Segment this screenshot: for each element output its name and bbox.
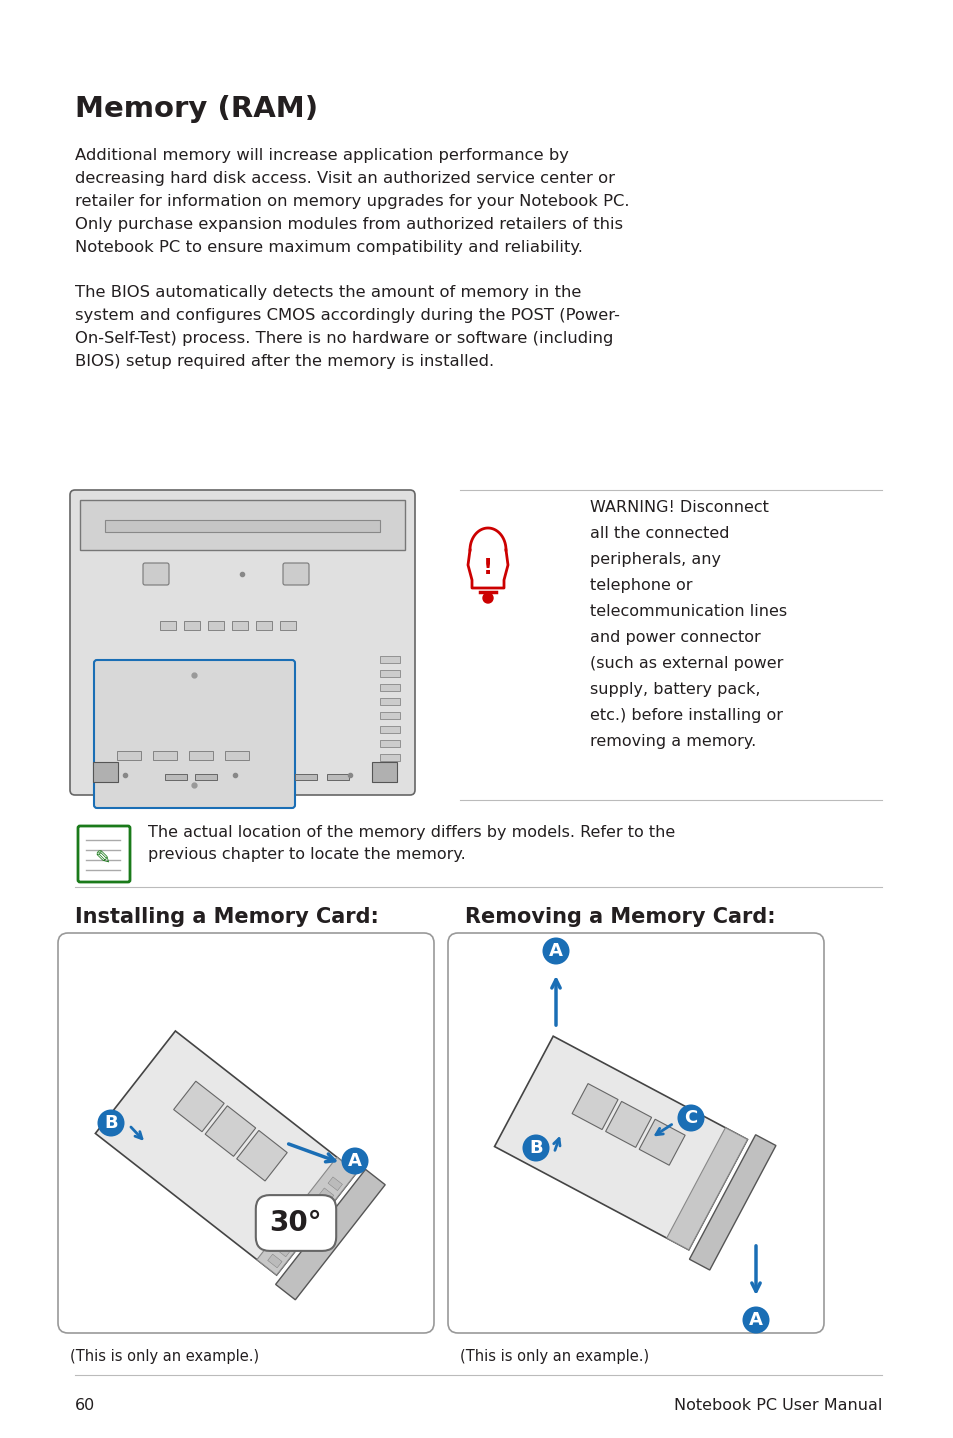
Text: supply, battery pack,: supply, battery pack, <box>589 682 760 697</box>
Bar <box>379 656 399 663</box>
Polygon shape <box>256 1158 356 1276</box>
Bar <box>105 521 379 532</box>
Polygon shape <box>572 1084 618 1130</box>
FancyBboxPatch shape <box>448 933 823 1333</box>
Text: Notebook PC to ensure maximum compatibility and reliability.: Notebook PC to ensure maximum compatibil… <box>75 240 582 255</box>
Text: The actual location of the memory differs by models. Refer to the: The actual location of the memory differ… <box>148 825 675 840</box>
Polygon shape <box>173 1081 224 1132</box>
Text: On-Self-Test) process. There is no hardware or software (including: On-Self-Test) process. There is no hardw… <box>75 331 613 347</box>
Bar <box>294 774 316 779</box>
Text: C: C <box>683 1109 697 1127</box>
Text: removing a memory.: removing a memory. <box>589 733 756 749</box>
Text: 60: 60 <box>75 1398 95 1414</box>
Bar <box>280 621 295 630</box>
Text: etc.) before installing or: etc.) before installing or <box>589 707 782 723</box>
Text: ✎: ✎ <box>93 850 111 869</box>
Text: retailer for information on memory upgrades for your Notebook PC.: retailer for information on memory upgra… <box>75 194 629 209</box>
Bar <box>379 741 399 746</box>
Text: (such as external power: (such as external power <box>589 656 782 672</box>
Bar <box>184 621 200 630</box>
Bar <box>189 751 213 761</box>
Bar <box>372 762 396 782</box>
Bar <box>160 621 175 630</box>
Text: A: A <box>348 1152 361 1171</box>
Text: !: ! <box>482 558 493 578</box>
FancyBboxPatch shape <box>94 660 294 808</box>
Bar <box>379 754 399 761</box>
Text: Removing a Memory Card:: Removing a Memory Card: <box>464 907 775 928</box>
Polygon shape <box>302 1209 316 1224</box>
FancyBboxPatch shape <box>58 933 434 1333</box>
Polygon shape <box>328 1176 342 1191</box>
Bar <box>255 621 272 630</box>
Polygon shape <box>689 1135 775 1270</box>
Polygon shape <box>276 1242 291 1257</box>
FancyBboxPatch shape <box>70 490 415 795</box>
Text: all the connected: all the connected <box>589 526 729 541</box>
Bar <box>379 697 399 705</box>
Polygon shape <box>268 1254 282 1268</box>
Text: telephone or: telephone or <box>589 578 692 592</box>
Bar <box>92 762 118 782</box>
Polygon shape <box>236 1130 287 1181</box>
Polygon shape <box>285 1232 299 1245</box>
Text: system and configures CMOS accordingly during the POST (Power-: system and configures CMOS accordingly d… <box>75 308 619 324</box>
Text: The BIOS automatically detects the amount of memory in the: The BIOS automatically detects the amoun… <box>75 285 580 301</box>
Bar <box>327 774 349 779</box>
Polygon shape <box>275 1169 385 1300</box>
Text: 30°: 30° <box>270 1209 322 1237</box>
Text: B: B <box>104 1114 117 1132</box>
Polygon shape <box>319 1188 334 1202</box>
Bar <box>117 751 141 761</box>
Polygon shape <box>294 1221 308 1235</box>
Text: Additional memory will increase application performance by: Additional memory will increase applicat… <box>75 148 568 162</box>
Polygon shape <box>639 1119 684 1165</box>
FancyBboxPatch shape <box>78 825 130 881</box>
Polygon shape <box>95 1031 356 1276</box>
Text: Notebook PC User Manual: Notebook PC User Manual <box>673 1398 882 1414</box>
Polygon shape <box>311 1199 325 1212</box>
Bar <box>379 726 399 733</box>
Circle shape <box>482 592 493 603</box>
Text: A: A <box>549 942 562 961</box>
Text: peripherals, any: peripherals, any <box>589 552 720 567</box>
Bar <box>225 751 249 761</box>
Bar <box>232 621 248 630</box>
Polygon shape <box>205 1106 255 1156</box>
Polygon shape <box>666 1127 747 1250</box>
Bar <box>208 621 224 630</box>
Text: (This is only an example.): (This is only an example.) <box>70 1349 259 1365</box>
Text: Only purchase expansion modules from authorized retailers of this: Only purchase expansion modules from aut… <box>75 217 622 232</box>
FancyBboxPatch shape <box>143 564 169 585</box>
Bar <box>152 751 177 761</box>
Text: Installing a Memory Card:: Installing a Memory Card: <box>75 907 378 928</box>
Polygon shape <box>494 1037 747 1250</box>
Text: telecommunication lines: telecommunication lines <box>589 604 786 618</box>
Text: BIOS) setup required after the memory is installed.: BIOS) setup required after the memory is… <box>75 354 494 370</box>
FancyBboxPatch shape <box>283 564 309 585</box>
Text: and power connector: and power connector <box>589 630 760 646</box>
Bar <box>379 684 399 692</box>
Text: Memory (RAM): Memory (RAM) <box>75 95 317 124</box>
Text: WARNING! Disconnect: WARNING! Disconnect <box>589 500 768 515</box>
Text: previous chapter to locate the memory.: previous chapter to locate the memory. <box>148 847 465 861</box>
Polygon shape <box>605 1102 651 1148</box>
Text: (This is only an example.): (This is only an example.) <box>459 1349 648 1365</box>
Text: B: B <box>529 1139 542 1158</box>
Bar <box>165 774 187 779</box>
Bar <box>80 500 405 549</box>
Bar <box>194 774 216 779</box>
Text: A: A <box>748 1311 762 1329</box>
Text: decreasing hard disk access. Visit an authorized service center or: decreasing hard disk access. Visit an au… <box>75 171 615 186</box>
Bar <box>379 712 399 719</box>
Bar <box>379 670 399 677</box>
